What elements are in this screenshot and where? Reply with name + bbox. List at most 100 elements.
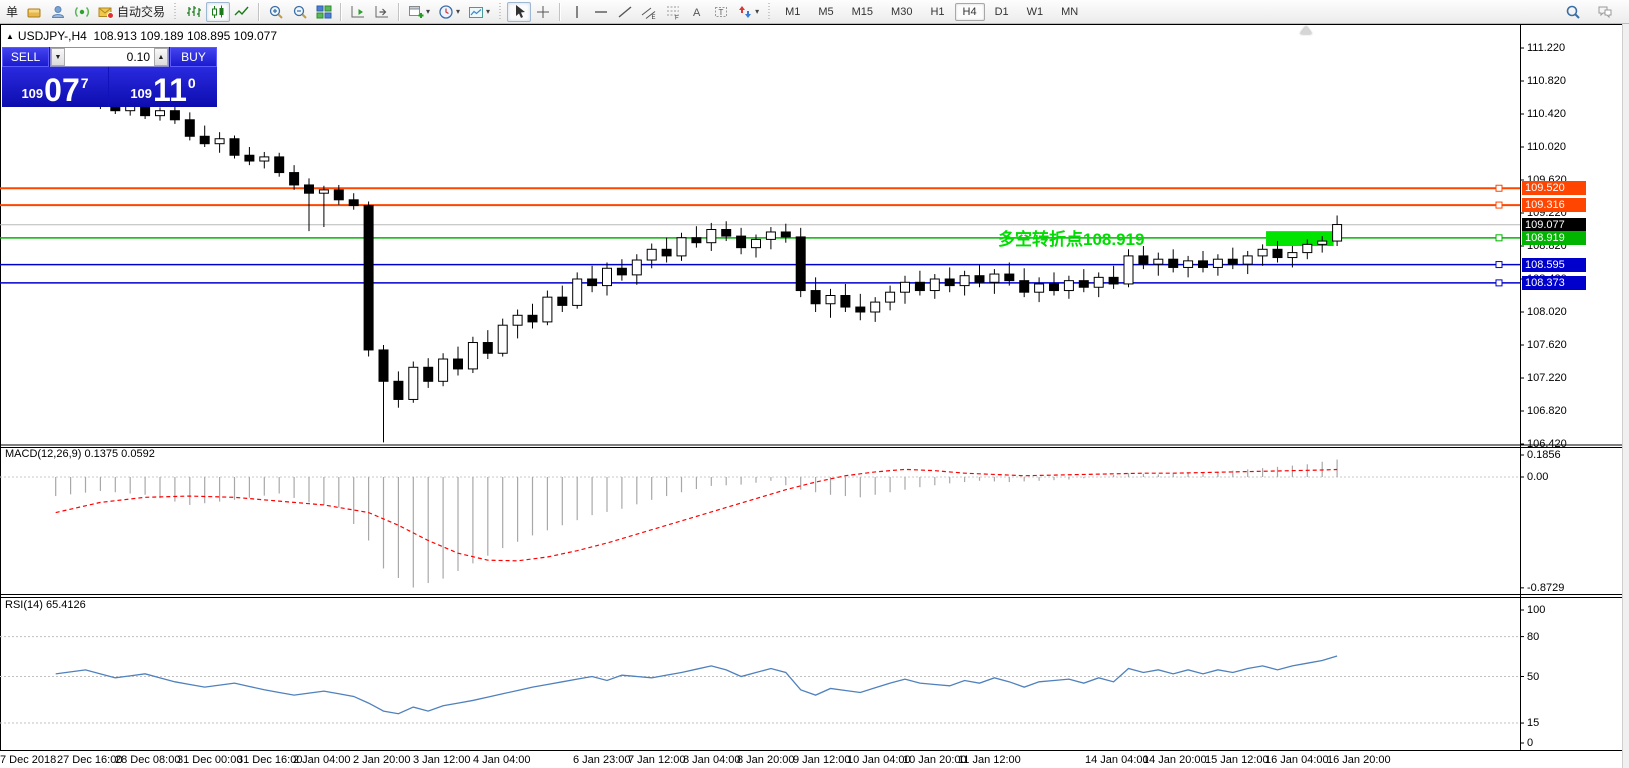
time-tick-label: 14 Jan 20:00: [1143, 754, 1207, 766]
timeframe-bar: M1 M5 M15 M30 H1 H4 D1 W1 MN: [776, 2, 1087, 21]
channel: E: [641, 7, 656, 20]
auto-scroll-button[interactable]: [346, 2, 370, 22]
timeframe-h1[interactable]: H1: [930, 5, 945, 18]
volume-input[interactable]: [65, 48, 154, 66]
zoom-in-button[interactable]: [264, 2, 288, 22]
macd-tick-label: -0.8729: [1527, 581, 1565, 594]
rsi-tick-label: 15: [1527, 717, 1540, 730]
bar-chart-button[interactable]: [182, 2, 206, 22]
timeframe-d1[interactable]: D1: [994, 5, 1009, 18]
time-tick-label: 16 Jan 04:00: [1265, 754, 1329, 766]
buy-price-display[interactable]: 109 11 0: [109, 67, 217, 107]
search-button[interactable]: [1561, 2, 1585, 22]
timeframe-w1[interactable]: W1: [1026, 5, 1044, 18]
time-tick-label: 15 Jan 12:00: [1205, 754, 1269, 766]
svg-text:E: E: [652, 15, 656, 20]
hline-handle[interactable]: [1495, 261, 1503, 269]
line-chart-button[interactable]: [230, 2, 254, 22]
time-tick-label: 7 Dec 2018: [0, 754, 57, 766]
mail: [98, 7, 114, 19]
sell-button[interactable]: SELL: [2, 47, 49, 67]
svg-text:T: T: [719, 8, 724, 17]
chart-symbol-period: USDJPY-,H4: [17, 29, 87, 43]
new-order-button[interactable]: 单: [2, 2, 22, 22]
time-tick-label: 9 Jan 12:00: [793, 754, 851, 766]
candlestick-chart-button[interactable]: [206, 1, 231, 22]
toolbar: 单 自动交易 ▾ ▾ ▾ E F A T ▾ M1 M5 M15 M30 H1 H4 D1 W1 MN: [0, 0, 1629, 24]
volume-down-button[interactable]: ▼: [51, 48, 65, 66]
indicators-button[interactable]: ▾: [464, 2, 494, 22]
chart-shift-marker-icon[interactable]: [1300, 26, 1312, 34]
zoom-out: [293, 5, 307, 19]
tiles: [316, 5, 332, 18]
hline-handle[interactable]: [1495, 184, 1503, 192]
vertical-line-button[interactable]: [565, 2, 589, 22]
panel-toggle-icon[interactable]: ▲: [6, 32, 14, 41]
timeframe-m1[interactable]: M1: [785, 5, 801, 18]
one-click-trading-panel: SELL ▼ ▲ BUY 109 07 7 109 11 0: [2, 47, 217, 107]
channel-button[interactable]: E: [637, 2, 661, 22]
shiftic: [375, 5, 389, 17]
time-tick-label: 14 Jan 04:00: [1085, 754, 1149, 766]
textA: A: [693, 7, 701, 19]
new-order-button-label: 单: [6, 5, 18, 19]
time-tick-label: 3 Jan 12:00: [413, 754, 471, 766]
buy-button[interactable]: BUY: [170, 47, 217, 67]
crosshair-button[interactable]: [531, 2, 555, 22]
chart-shift-button[interactable]: [370, 2, 394, 22]
zoom-out-button[interactable]: [288, 2, 312, 22]
timeframe-m15[interactable]: M15: [851, 5, 874, 18]
time-tick-label: 8 Jan 04:00: [683, 754, 741, 766]
timeframe-h4[interactable]: H4: [954, 2, 985, 21]
text-button[interactable]: A: [685, 2, 709, 22]
timeframe-m30[interactable]: M30: [891, 5, 913, 18]
timeframe-m5[interactable]: M5: [818, 5, 834, 18]
chat-button[interactable]: [1593, 2, 1617, 22]
toolbar-grip: [173, 2, 179, 21]
hline-handle[interactable]: [1495, 201, 1503, 209]
clock: [439, 4, 453, 19]
bars: [187, 5, 202, 17]
labelT: T: [715, 6, 728, 17]
sell-price-display[interactable]: 109 07 7: [2, 67, 108, 107]
cursor-button[interactable]: [507, 1, 532, 22]
volume-up-button[interactable]: ▲: [154, 48, 168, 66]
horizontal-line-button[interactable]: [589, 2, 613, 22]
time-tick-label: 10 Jan 20:00: [903, 754, 967, 766]
time-tick-label: 16 Jan 20:00: [1327, 754, 1391, 766]
accounts-box-icon[interactable]: [22, 2, 46, 22]
rsi-indicator-label: RSI(14) 65.4126: [5, 599, 86, 611]
gold-box: [27, 8, 41, 17]
time-tick-label: 8 Jan 20:00: [737, 754, 795, 766]
time-tick-label: 27 Dec 16:00: [57, 754, 123, 766]
autotrade-label: 自动交易: [117, 5, 166, 19]
arrows-button[interactable]: ▾: [733, 2, 763, 22]
hline-handle[interactable]: [1495, 279, 1503, 287]
new-chart-button[interactable]: ▾: [404, 2, 434, 22]
toolbar-grip: [498, 2, 504, 21]
toolbar-separator: [398, 2, 401, 21]
terminal-user-icon[interactable]: [46, 2, 70, 22]
macd-tick-label: 0.1856: [1527, 449, 1561, 461]
label-button[interactable]: T: [709, 2, 733, 22]
autotrade-button[interactable]: 自动交易: [94, 2, 169, 22]
trendline-button[interactable]: [613, 2, 637, 22]
buy-price-sup: 0: [187, 75, 196, 91]
new-chart: [409, 5, 424, 18]
signals-icon[interactable]: [70, 2, 94, 22]
price-tick-label: 106.820: [1527, 405, 1567, 417]
price-tick-label: 110.820: [1527, 75, 1566, 87]
rsi-tick-label: 0: [1527, 737, 1534, 749]
toolbar-separator: [340, 2, 343, 21]
tile-windows-button[interactable]: [312, 2, 336, 22]
price-badge: 109.520: [1522, 181, 1586, 196]
periods-button[interactable]: ▾: [434, 2, 464, 22]
chevron-down-icon: ▾: [426, 7, 431, 16]
toolbar-right-icons: [1561, 2, 1627, 22]
sell-price-prefix: 109: [21, 86, 44, 101]
hline-handle[interactable]: [1495, 234, 1503, 242]
timeframe-mn[interactable]: MN: [1061, 5, 1079, 18]
fibonacci-button[interactable]: F: [661, 2, 685, 22]
crosshair: [537, 5, 550, 18]
